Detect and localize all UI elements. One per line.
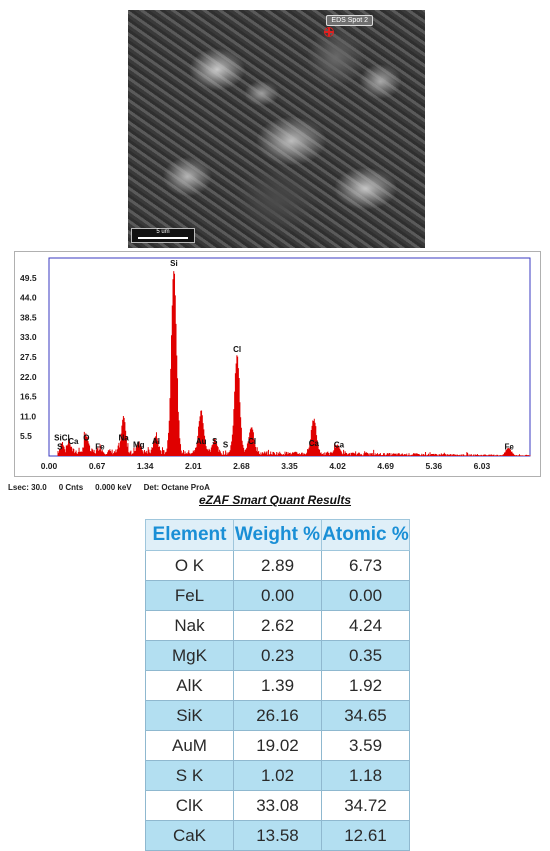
atomic-cell: 0.00 (321, 580, 410, 611)
element-label: Si (170, 259, 178, 268)
weight-cell: 2.62 (233, 610, 322, 641)
weight-cell: 2.89 (233, 550, 322, 581)
weight-cell: 19.02 (233, 730, 322, 761)
table-row: S K 1.02 1.18 (145, 760, 410, 791)
y-tick-label: 38.5 (20, 312, 37, 322)
x-tick-label: 2.01 (185, 461, 202, 471)
weight-cell: 0.00 (233, 580, 322, 611)
element-label: Fe (95, 442, 105, 451)
x-tick-label: 1.34 (137, 461, 154, 471)
element-cell: MgK (145, 640, 234, 671)
element-label: Ca (68, 437, 79, 446)
x-tick-label: 5.36 (426, 461, 443, 471)
x-tick-label: 3.35 (281, 461, 298, 471)
element-label: Ca (309, 439, 320, 448)
atomic-cell: 1.18 (321, 760, 410, 791)
kev-readout: 0.000 keV (95, 483, 132, 492)
element-label: Al (152, 437, 160, 446)
scale-bar-line (138, 237, 188, 239)
element-label: Na (119, 433, 130, 442)
header-element: Element (145, 519, 234, 551)
atomic-cell: 4.24 (321, 610, 410, 641)
weight-cell: 1.02 (233, 760, 322, 791)
x-tick-label: 2.68 (233, 461, 250, 471)
eds-spot-tag: EDS Spot 2 (326, 15, 373, 26)
quant-table: Element Weight % Atomic % O K 2.89 6.73 FeL… (145, 519, 410, 851)
x-tick-label: 0.67 (89, 461, 106, 471)
table-row: Nak 2.62 4.24 (145, 610, 410, 641)
table-row: SiK 26.16 34.65 (145, 700, 410, 731)
atomic-cell: 6.73 (321, 550, 410, 581)
element-cell: ClK (145, 790, 234, 821)
element-label: Mg (133, 441, 145, 450)
spectrum-trace (57, 271, 531, 456)
element-cell: SiK (145, 700, 234, 731)
atomic-cell: 0.35 (321, 640, 410, 671)
element-label: S (57, 442, 63, 451)
sem-micrograph: EDS Spot 2 5 um (128, 10, 425, 248)
table-row: AuM 19.02 3.59 (145, 730, 410, 761)
element-label: Ca (334, 441, 345, 450)
weight-cell: 26.16 (233, 700, 322, 731)
atomic-cell: 34.72 (321, 790, 410, 821)
y-tick-label: 11.0 (20, 411, 36, 421)
y-tick-label: 5.5 (20, 431, 32, 441)
element-label: S (212, 437, 218, 446)
quant-title: eZAF Smart Quant Results (198, 493, 352, 507)
table-row: O K 2.89 6.73 (145, 550, 410, 581)
header-atomic: Atomic % (321, 519, 410, 551)
element-cell: Nak (145, 610, 234, 641)
table-row: MgK 0.23 0.35 (145, 640, 410, 671)
detector-readout: Det: Octane ProA (143, 483, 210, 492)
x-tick-label: 0.00 (41, 461, 58, 471)
scale-bar-label: 5 um (156, 229, 170, 235)
element-cell: S K (145, 760, 234, 791)
element-label: SiCl (54, 433, 70, 442)
quant-header-row: Element Weight % Atomic % (145, 519, 410, 551)
atomic-cell: 3.59 (321, 730, 410, 761)
plot-frame (48, 257, 531, 457)
atomic-cell: 1.92 (321, 670, 410, 701)
atomic-cell: 34.65 (321, 700, 410, 731)
weight-cell: 0.23 (233, 640, 322, 671)
element-label: Fe (505, 442, 515, 451)
eds-spectrum-chart: 5.5 11.0 16.5 22.0 27.5 33.0 38.5 44.0 49.5 0.00 0… (20, 257, 531, 471)
table-row: FeL 0.00 0.00 (145, 580, 410, 611)
scale-bar: 5 um (131, 228, 195, 243)
element-cell: FeL (145, 580, 234, 611)
y-tick-label: 22.0 (20, 372, 37, 382)
element-cell: AuM (145, 730, 234, 761)
x-tick-label: 4.02 (329, 461, 346, 471)
header-weight: Weight % (233, 519, 322, 551)
weight-cell: 1.39 (233, 670, 322, 701)
counts-readout: 0 Cnts (58, 483, 84, 492)
y-tick-label: 33.0 (20, 332, 37, 342)
element-label: Au (196, 437, 207, 446)
spectrum-footer: Lsec: 30.0 0 Cnts 0.000 keV Det: Octane Pro… (8, 483, 222, 492)
table-row: AlK 1.39 1.92 (145, 670, 410, 701)
x-tick-label: 6.03 (474, 461, 491, 471)
element-cell: AlK (145, 670, 234, 701)
eds-spectrum-panel: 5.5 11.0 16.5 22.0 27.5 33.0 38.5 44.0 49.5 0.00 0… (14, 251, 541, 477)
y-tick-label: 44.0 (20, 293, 37, 303)
element-label: Cl (233, 345, 241, 354)
lsec-readout: Lsec: 30.0 (8, 483, 47, 492)
element-label: O (83, 433, 89, 442)
weight-cell: 33.08 (233, 790, 322, 821)
y-tick-label: 27.5 (20, 352, 37, 362)
y-tick-label: 49.5 (20, 273, 37, 283)
eds-spot-marker (324, 27, 334, 37)
y-tick-label: 16.5 (20, 392, 37, 402)
table-row: ClK 33.08 34.72 (145, 790, 410, 821)
x-tick-label: 4.69 (377, 461, 394, 471)
element-label: S (223, 441, 229, 450)
element-label: Cl (248, 437, 256, 446)
element-cell: O K (145, 550, 234, 581)
